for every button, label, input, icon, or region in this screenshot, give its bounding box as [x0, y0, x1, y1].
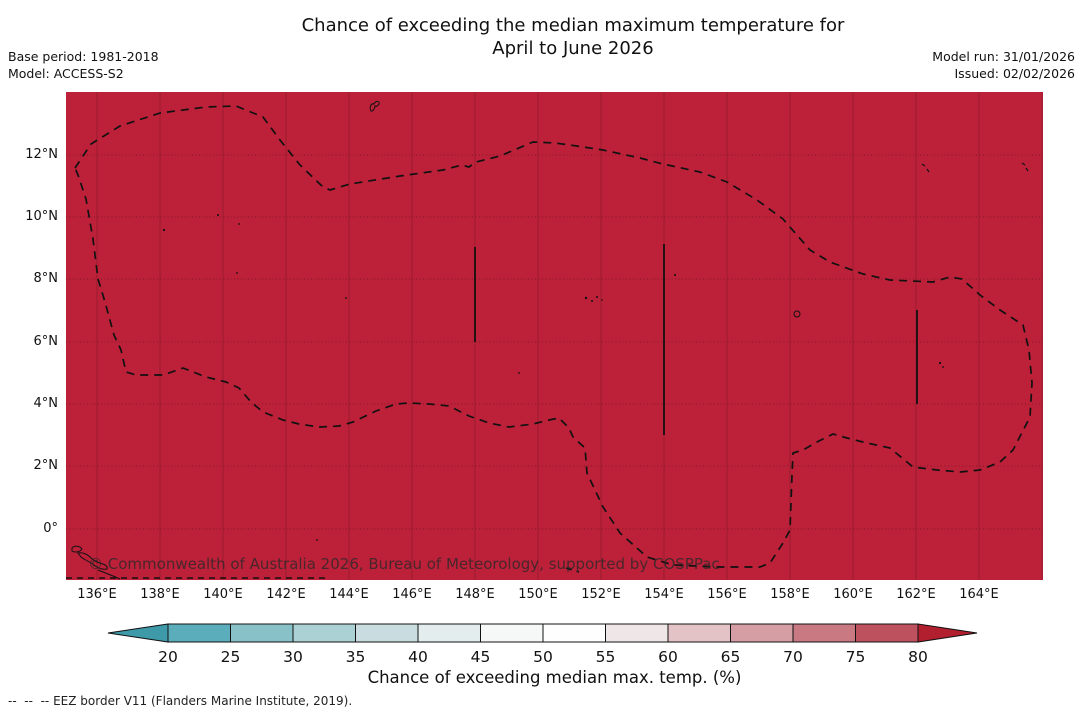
- colorbar: 20 25 30 35 40 45 50 55 60 65 70 75 80: [107, 623, 978, 666]
- lon-label-138e: 138°E: [140, 587, 180, 602]
- eez-footnote-text: EEZ border V11 (Flanders Marine Institut…: [53, 694, 353, 708]
- page-title: Chance of exceeding the median maximum t…: [66, 14, 1080, 60]
- lon-label-142e: 142°E: [266, 587, 306, 602]
- map-overlay: [66, 92, 1043, 580]
- colorbar-outline: [167, 623, 919, 643]
- lon-label-154e: 154°E: [644, 587, 684, 602]
- map-canvas: © Commonwealth of Australia 2026, Bureau…: [66, 92, 1043, 580]
- colorbar-segments: [168, 624, 918, 642]
- model-run-text: Model run: 31/01/2026: [932, 49, 1075, 64]
- eez-footnote: -- -- -- EEZ border V11 (Flanders Marine…: [8, 694, 352, 708]
- islet-specks: [162, 214, 944, 541]
- svg-text:30: 30: [283, 648, 303, 666]
- svg-text:45: 45: [471, 648, 491, 666]
- png-coast-3: [97, 569, 121, 580]
- lat-label-0: 0°: [43, 521, 58, 536]
- svg-text:25: 25: [221, 648, 241, 666]
- svg-text:70: 70: [783, 648, 803, 666]
- colorbar-arrow-right: [917, 623, 978, 643]
- title-line-1: Chance of exceeding the median maximum t…: [301, 15, 845, 36]
- issued-text: Issued: 02/02/2026: [954, 66, 1076, 81]
- eez-border-outline: [74, 105, 1033, 568]
- title-line-2: April to June 2026: [492, 38, 654, 59]
- longitude-gridlines: [96, 92, 1043, 580]
- colorbar-axis-label: Chance of exceeding median max. temp. (%…: [367, 668, 742, 687]
- lon-label-150e: 150°E: [518, 587, 558, 602]
- svg-text:55: 55: [596, 648, 616, 666]
- lat-label-10n: 10°N: [25, 209, 58, 224]
- model-text: Model: ACCESS-S2: [8, 66, 124, 81]
- pohnpei-island: [793, 310, 801, 318]
- lon-label-164e: 164°E: [959, 587, 999, 602]
- svg-text:80: 80: [908, 648, 928, 666]
- lat-label-4n: 4°N: [33, 396, 59, 411]
- lon-label-160e: 160°E: [833, 587, 873, 602]
- run-metadata-left: Base period: 1981-2018 Model: ACCESS-S2: [8, 48, 159, 82]
- island-coastlines: [71, 100, 801, 580]
- lat-label-8n: 8°N: [33, 271, 59, 286]
- lon-label-156e: 156°E: [707, 587, 747, 602]
- lon-label-152e: 152°E: [581, 587, 621, 602]
- lat-label-12n: 12°N: [25, 147, 58, 162]
- lat-label-6n: 6°N: [33, 334, 59, 349]
- lon-label-158e: 158°E: [770, 587, 810, 602]
- eez-border-bottom: [66, 567, 580, 579]
- lon-label-140e: 140°E: [203, 587, 243, 602]
- eez-dash-symbol: -- -- --: [8, 694, 50, 708]
- png-coast-1: [71, 545, 83, 553]
- lat-label-2n: 2°N: [33, 458, 59, 473]
- svg-text:20: 20: [158, 648, 178, 666]
- lon-label-146e: 146°E: [392, 587, 432, 602]
- svg-text:75: 75: [846, 648, 866, 666]
- guam-island: [369, 100, 380, 112]
- lon-label-136e: 136°E: [77, 587, 117, 602]
- eez-border-segments: [474, 244, 918, 435]
- base-period-text: Base period: 1981-2018: [8, 49, 159, 64]
- copyright-watermark: © Commonwealth of Australia 2026, Bureau…: [88, 555, 720, 573]
- svg-text:50: 50: [533, 648, 553, 666]
- lon-label-148e: 148°E: [455, 587, 495, 602]
- colorbar-arrow-left: [107, 623, 169, 643]
- svg-text:65: 65: [721, 648, 741, 666]
- png-coast-2: [77, 552, 108, 570]
- svg-text:60: 60: [658, 648, 678, 666]
- lon-label-144e: 144°E: [329, 587, 369, 602]
- latitude-gridlines: [66, 154, 1043, 530]
- atoll-dashes: [921, 162, 1029, 173]
- svg-text:40: 40: [408, 648, 428, 666]
- run-metadata-right: Model run: 31/01/2026 Issued: 02/02/2026: [932, 48, 1075, 82]
- colorbar-tick-labels: 20 25 30 35 40 45 50 55 60 65 70 75 80: [158, 648, 928, 666]
- lon-label-162e: 162°E: [896, 587, 936, 602]
- svg-text:35: 35: [346, 648, 366, 666]
